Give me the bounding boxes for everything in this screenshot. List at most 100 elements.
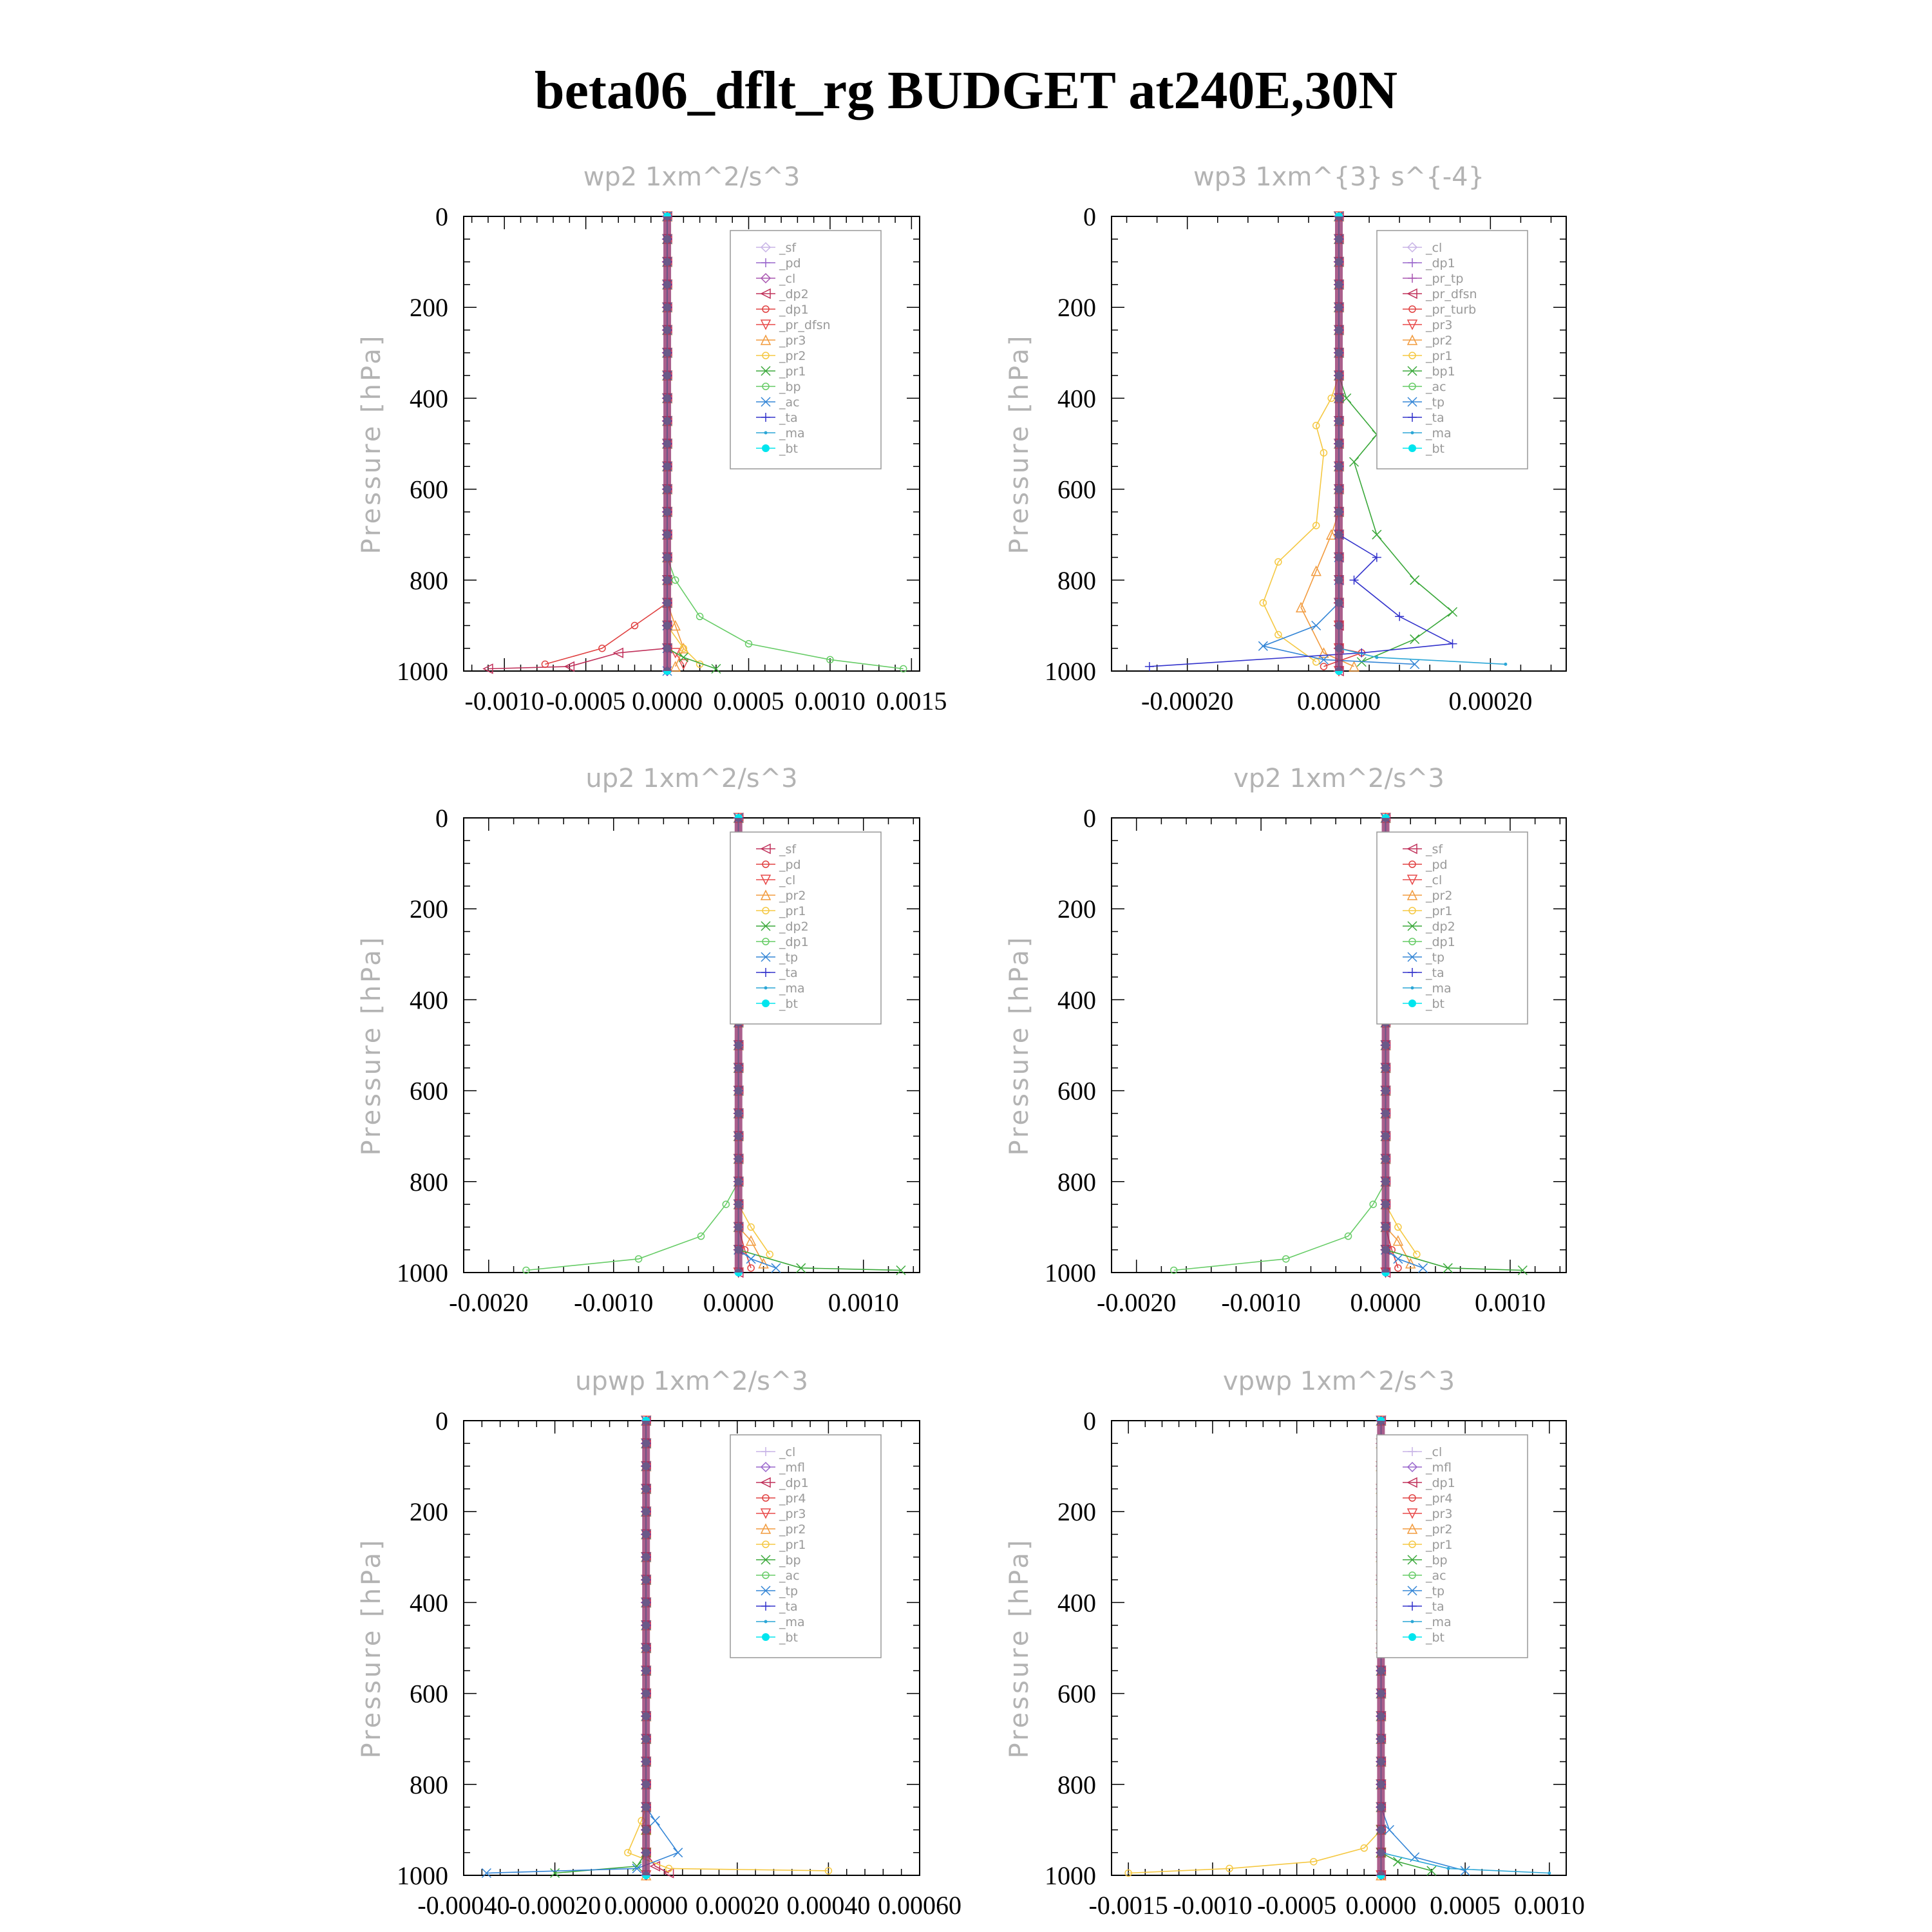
legend-label: _cl	[1425, 241, 1442, 255]
data-point	[1311, 565, 1321, 576]
data-point	[550, 1868, 560, 1879]
data-point	[564, 661, 575, 672]
y-tick-label: 1000	[397, 1861, 448, 1890]
legend-label: _dp1	[779, 935, 809, 949]
data-point	[612, 647, 623, 658]
legend-marker	[1406, 843, 1417, 855]
legend-label: _pr_tp	[1425, 272, 1463, 286]
legend-marker	[1406, 319, 1418, 330]
data-point	[663, 1868, 674, 1879]
y-tick-label: 1000	[1045, 1861, 1096, 1890]
legend-marker	[1408, 413, 1417, 422]
legend-label: _ma	[779, 426, 805, 440]
x-tick-label: 0.00000	[1297, 687, 1381, 715]
legend-label: _pd	[779, 858, 801, 872]
legend-label: _ta	[1425, 1600, 1444, 1614]
legend-label: _ac	[779, 1569, 800, 1583]
x-tick-label: 0.0005	[714, 687, 784, 715]
legend-marker	[762, 1494, 770, 1502]
data-point	[1344, 1232, 1352, 1240]
y-tick-label: 600	[1057, 475, 1096, 504]
x-tick-label: 0.0000	[1350, 1288, 1421, 1317]
legend-marker	[1410, 986, 1414, 990]
y-tick-label: 0	[435, 202, 448, 231]
data-point	[1274, 558, 1282, 566]
panel-title: vp2 1xm^2/s^3	[1233, 764, 1444, 793]
legend-label: _cl	[1425, 873, 1442, 887]
x-tick-label: -0.0010	[1173, 1891, 1252, 1920]
data-point	[1426, 1866, 1437, 1876]
y-axis-label: Pressure [hPa]	[1005, 1538, 1034, 1759]
y-axis-label: Pressure [hPa]	[1005, 935, 1034, 1156]
y-tick-label: 800	[1057, 1770, 1096, 1799]
legend-label: _dp1	[779, 1476, 809, 1490]
legend-marker	[1408, 305, 1416, 313]
legend-label: _dp1	[1425, 1476, 1455, 1490]
legend-marker	[762, 999, 770, 1007]
data-point	[1447, 607, 1458, 617]
legend-marker	[1408, 907, 1416, 914]
legend-label: _sf	[1425, 842, 1443, 857]
legend-label: _bt	[779, 997, 798, 1011]
legend-marker	[762, 383, 770, 390]
legend-marker	[1406, 889, 1418, 900]
x-tick-label: 0.0005	[1430, 1891, 1501, 1920]
legend-marker	[1407, 952, 1417, 962]
legend-marker	[1406, 1523, 1418, 1534]
y-tick-label: 200	[1057, 1497, 1096, 1526]
legend-label: _dp1	[1425, 935, 1455, 949]
legend-label: _pr2	[779, 889, 806, 903]
legend-label: _ma	[779, 981, 805, 996]
y-tick-label: 200	[1057, 293, 1096, 322]
y-axis-label: Pressure [hPa]	[357, 935, 386, 1156]
x-tick-label: 0.00020	[696, 1891, 779, 1920]
panel-title: upwp 1xm^2/s^3	[575, 1367, 808, 1396]
y-tick-label: 400	[410, 985, 448, 1014]
data-point	[1375, 656, 1379, 659]
legend-marker	[760, 1523, 772, 1534]
data-point	[1349, 457, 1359, 467]
data-point	[1372, 529, 1382, 540]
data-point	[1341, 393, 1352, 403]
legend-marker	[1408, 444, 1416, 452]
y-tick-label: 600	[410, 1077, 448, 1106]
data-point	[541, 660, 549, 668]
legend-marker	[762, 352, 770, 359]
legend-label: _bt	[1425, 442, 1444, 456]
legend-marker	[1407, 366, 1417, 376]
legend-label: _ma	[1425, 1615, 1452, 1629]
legend-marker	[761, 397, 771, 407]
data-point	[481, 1868, 491, 1879]
legend-box	[730, 1434, 882, 1658]
data-point	[670, 661, 681, 672]
panel-5: upwp 1xm^2/s^3 Pressure [hPa] 0 200 400 600 80…	[357, 1367, 961, 1920]
data-point	[722, 1200, 730, 1208]
data-point	[670, 648, 681, 659]
data-point	[1310, 1858, 1318, 1866]
series-line-bp	[554, 1421, 647, 1874]
y-tick-label: 0	[1083, 202, 1096, 231]
legend-label: _ta	[779, 966, 798, 980]
data-point	[482, 663, 493, 674]
data-point	[673, 1848, 683, 1858]
legend-label: _pr2	[779, 1522, 806, 1537]
data-point	[634, 1255, 643, 1263]
legend-marker	[762, 1633, 770, 1641]
data-point	[697, 1232, 705, 1240]
legend-label: _bt	[1425, 1631, 1444, 1645]
x-tick-label: -0.0005	[1257, 1891, 1336, 1920]
data-point	[1312, 658, 1320, 666]
y-tick-label: 1000	[397, 657, 448, 686]
data-point	[896, 1265, 906, 1276]
panel-title: wp2 1xm^2/s^3	[583, 162, 800, 192]
legend-label: _cl	[779, 1445, 795, 1459]
legend-marker	[760, 272, 772, 284]
legend-label: _bp	[1425, 1553, 1448, 1567]
data-point	[1548, 1871, 1551, 1875]
y-tick-label: 1000	[1045, 657, 1096, 686]
legend-marker	[1408, 999, 1416, 1007]
legend-marker	[1408, 1633, 1416, 1641]
legend-box	[1376, 1434, 1528, 1658]
legend-marker	[1410, 431, 1414, 435]
data-point	[696, 612, 704, 621]
